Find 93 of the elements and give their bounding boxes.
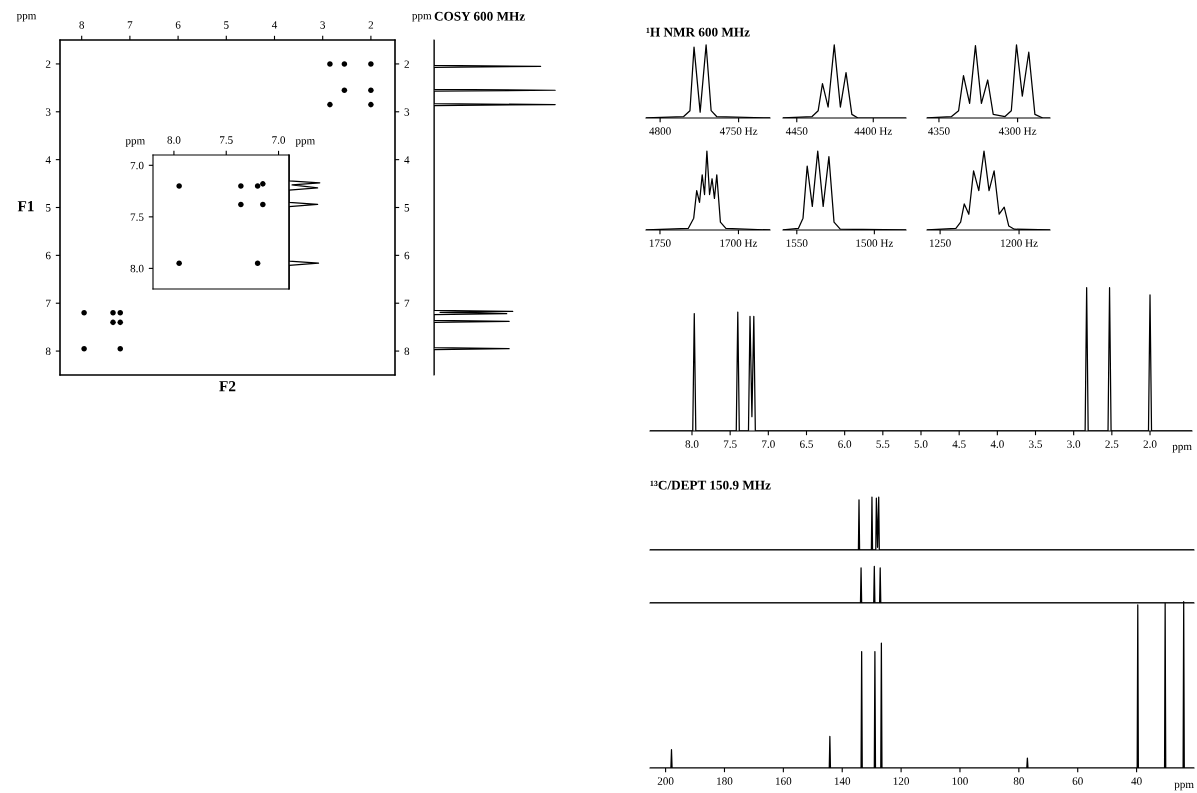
x-tick-label: 2 — [368, 21, 374, 29]
text: ppm — [1174, 782, 1194, 791]
x-axis-title: F2 — [219, 381, 236, 392]
x-tick-label: 1200 Hz — [1001, 239, 1038, 247]
point — [254, 183, 261, 189]
y-tick-label: 8 — [45, 347, 51, 356]
chart-title: COSY 600 MHz — [434, 11, 525, 21]
point — [254, 260, 261, 267]
x-tick-label: 1750 — [649, 239, 671, 247]
point — [368, 101, 374, 108]
x-tick-label: 4750 Hz — [719, 127, 758, 135]
y-axis-title: F1 — [17, 201, 34, 212]
point — [327, 61, 333, 67]
x-tick-label: 4450 — [785, 127, 808, 135]
point — [81, 345, 87, 352]
point — [260, 201, 266, 208]
x-tick-label: 3.5 — [1029, 440, 1043, 448]
annotation: ppm — [125, 139, 146, 147]
text: ppm — [412, 13, 432, 22]
point — [176, 260, 182, 267]
chart-title: ¹H NMR 600 MHz — [646, 27, 750, 37]
point — [368, 87, 374, 94]
x-tick-label: 4800 — [649, 127, 671, 135]
y-tick-label: 5 — [46, 204, 51, 212]
point — [117, 345, 124, 352]
point — [117, 319, 124, 326]
x-tick-label: 40 — [1131, 777, 1142, 785]
x-tick-label: 5 — [224, 21, 229, 29]
x-tick-label: 7.5 — [220, 136, 233, 144]
y2-tick-label: 4 — [404, 156, 410, 164]
y-tick-label: 8.0 — [130, 264, 144, 273]
x-tick-label: 1700 Hz — [720, 239, 758, 247]
x-tick-label: 2.5 — [1105, 440, 1119, 448]
x-tick-label: 4350 — [928, 127, 950, 135]
x-tick-label: 200 — [657, 777, 674, 785]
x-tick-label: 5.5 — [876, 440, 890, 448]
x-tick-label: 7.5 — [723, 440, 737, 448]
y-tick-label: 7.0 — [130, 161, 144, 170]
y2-tick-label: 3 — [404, 108, 410, 116]
x-tick-label: 4300 Hz — [998, 127, 1037, 135]
y2-tick-label: 5 — [404, 204, 410, 212]
y-tick-label: 2 — [45, 60, 51, 68]
x-tick-label: 180 — [717, 777, 733, 785]
point — [238, 183, 244, 189]
x-tick-label: 5.0 — [914, 440, 928, 448]
point — [327, 101, 333, 108]
text: ppm — [16, 13, 37, 22]
point — [341, 61, 348, 67]
y-tick-label: 4 — [45, 156, 51, 164]
x-tick-label: 6.5 — [800, 440, 813, 448]
x-tick-label: 80 — [1013, 777, 1024, 785]
x-tick-label: 1250 — [929, 239, 951, 247]
x-tick-label: 6 — [175, 21, 181, 29]
x-tick-label: 4.0 — [990, 440, 1004, 448]
x-tick-label: 4.5 — [952, 440, 966, 448]
point — [260, 181, 266, 187]
x-tick-label: 4 — [271, 21, 278, 29]
chart-title: ¹³C/DEPT 150.9 MHz — [650, 480, 771, 490]
y2-tick-label: 6 — [404, 251, 410, 260]
x-tick-label: 140 — [834, 777, 851, 785]
point — [81, 310, 87, 316]
point — [238, 201, 244, 208]
x-tick-label: 8 — [79, 21, 85, 29]
point — [368, 61, 374, 67]
text: ppm — [1172, 444, 1192, 453]
x-tick-label: 3 — [320, 21, 326, 29]
point — [341, 87, 348, 94]
x-tick-label: 7.0 — [762, 440, 775, 448]
x-tick-label: 8.0 — [167, 136, 181, 144]
x-tick-label: 7.0 — [272, 136, 286, 144]
x-tick-label: 8.0 — [685, 440, 699, 448]
point — [117, 310, 124, 316]
point — [110, 310, 116, 316]
x-tick-label: 6.0 — [838, 440, 852, 448]
x-tick-label: 120 — [893, 777, 910, 785]
x-tick-label: 160 — [775, 777, 792, 785]
y-tick-label: 6 — [45, 251, 51, 260]
y-tick-label: 3 — [45, 108, 51, 116]
x-tick-label: 2.0 — [1143, 440, 1157, 448]
point — [176, 183, 182, 189]
y-tick-label: 7.5 — [130, 213, 144, 221]
x-tick-label: 60 — [1072, 777, 1083, 785]
y-tick-label: 7 — [46, 299, 51, 308]
y2-tick-label: 8 — [404, 347, 410, 356]
x-tick-label: 4400 Hz — [854, 127, 892, 135]
x-tick-label: 3.0 — [1067, 440, 1081, 448]
y2-tick-label: 2 — [404, 60, 409, 68]
x-tick-label: 1500 Hz — [856, 239, 894, 247]
x-tick-label: 100 — [952, 777, 968, 785]
y2-tick-label: 7 — [404, 299, 410, 308]
annotation: ppm — [295, 139, 316, 147]
point — [110, 319, 116, 326]
x-tick-label: 1550 — [786, 239, 808, 247]
